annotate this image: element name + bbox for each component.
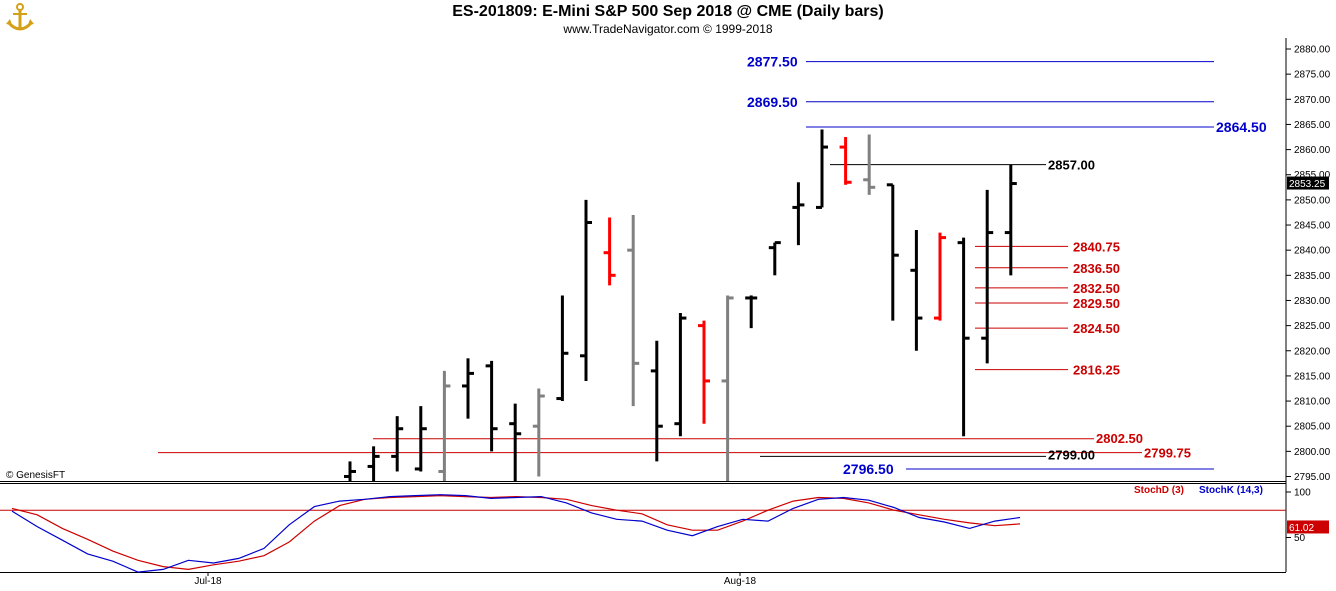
ohlc-bar xyxy=(981,189,994,364)
price-tick-label: 2860.00 xyxy=(1294,145,1331,156)
ohlc-bar xyxy=(721,295,734,481)
date-axis: Jul-18 Aug-18 xyxy=(194,572,757,587)
ohlc-bar xyxy=(462,358,474,419)
chart-title: ES-201809: E-Mini S&P 500 Sep 2018 @ CME… xyxy=(452,3,884,20)
ohlc-bar xyxy=(1004,164,1017,276)
ohlc-bar xyxy=(627,214,640,407)
level-label-2816.25: 2816.25 xyxy=(1073,363,1120,378)
stoch-last-value: 61.02 xyxy=(1289,523,1314,534)
ohlc-bar xyxy=(367,446,380,481)
price-tick-label: 2795.00 xyxy=(1294,472,1331,483)
ohlc-bar xyxy=(768,241,781,276)
price-tick-label: 2805.00 xyxy=(1294,422,1331,433)
chart-subtitle: www.TradeNavigator.com © 1999-2018 xyxy=(563,22,773,36)
price-tick-label: 2810.00 xyxy=(1294,397,1331,408)
level-label-2836.50: 2836.50 xyxy=(1073,261,1120,276)
ohlc-bar xyxy=(391,416,404,472)
stoch-tick-label: 50 xyxy=(1294,533,1306,544)
stoch-last-tag: 61.02 xyxy=(1287,520,1329,534)
ohlc-bar xyxy=(886,183,899,321)
level-label-2877.50: 2877.50 xyxy=(747,54,798,70)
stoch-d-legend: StochD (3) xyxy=(1134,485,1184,496)
price-levels: 2877.50 2869.50 2864.50 2857.00 2840.75 2836.… xyxy=(158,54,1267,477)
price-tick-label: 2865.00 xyxy=(1294,120,1331,131)
price-tick-label: 2835.00 xyxy=(1294,271,1331,282)
ohlc-bar xyxy=(816,129,828,209)
last-price-tag: 2853.25 xyxy=(1287,176,1329,190)
ohlc-bars xyxy=(344,129,1017,481)
price-tick-label: 2800.00 xyxy=(1294,447,1331,458)
ohlc-bar xyxy=(863,134,876,195)
level-label-2829.50: 2829.50 xyxy=(1073,296,1120,311)
stoch-k-line xyxy=(11,494,1021,573)
stoch-tick-label: 100 xyxy=(1294,488,1311,499)
ohlc-bar xyxy=(438,370,451,481)
ohlc-bar xyxy=(745,295,758,329)
stoch-d-line xyxy=(11,494,1021,571)
last-price-value: 2853.25 xyxy=(1289,179,1326,190)
ohlc-bar xyxy=(603,217,616,286)
price-tick-label: 2855.00 xyxy=(1294,170,1331,181)
ohlc-bar xyxy=(509,403,522,481)
level-label-2802.50: 2802.50 xyxy=(1096,431,1143,446)
price-tick-label: 2830.00 xyxy=(1294,296,1331,307)
ohlc-bar xyxy=(580,199,592,381)
ohlc-bar xyxy=(934,232,946,321)
ohlc-bar xyxy=(532,388,545,477)
price-tick-label: 2880.00 xyxy=(1294,45,1331,56)
watermark: © GenesisFT xyxy=(6,470,65,481)
date-tick-label: Jul-18 xyxy=(194,576,222,587)
ohlc-bar xyxy=(839,137,852,185)
level-label-2832.50: 2832.50 xyxy=(1073,281,1120,296)
ohlc-bar xyxy=(556,295,569,402)
price-tick-label: 2825.00 xyxy=(1294,321,1331,332)
ohlc-bar xyxy=(485,360,498,452)
stochastic-panel: 100 50 xyxy=(0,488,1311,573)
stoch-k-legend: StochK (14,3) xyxy=(1199,485,1263,496)
ohlc-bar xyxy=(674,313,687,437)
level-label-2824.50: 2824.50 xyxy=(1073,321,1120,336)
level-label-2864.50: 2864.50 xyxy=(1216,119,1267,135)
price-tick-label: 2815.00 xyxy=(1294,371,1331,382)
axis-corner xyxy=(1287,573,1336,591)
level-label-2869.50: 2869.50 xyxy=(747,94,798,110)
ohlc-bar xyxy=(344,461,356,481)
price-tick-label: 2850.00 xyxy=(1294,195,1331,206)
date-tick-label: Aug-18 xyxy=(724,576,757,587)
ohlc-bar xyxy=(910,230,923,351)
ohlc-bar xyxy=(698,320,710,424)
anchor-logo-icon xyxy=(4,2,36,34)
price-axis[interactable]: 2880.00 2875.00 2870.00 2865.00 2860.00 2855.… xyxy=(1286,45,1331,484)
price-tick-label: 2875.00 xyxy=(1294,70,1331,81)
price-tick-label: 2870.00 xyxy=(1294,95,1331,106)
level-label-2796.50: 2796.50 xyxy=(843,461,894,477)
level-label-2857.00: 2857.00 xyxy=(1048,158,1095,173)
price-tick-label: 2840.00 xyxy=(1294,246,1331,257)
ohlc-bar xyxy=(957,237,970,437)
ohlc-bar xyxy=(414,406,427,472)
price-tick-label: 2820.00 xyxy=(1294,346,1331,357)
level-label-2840.75: 2840.75 xyxy=(1073,239,1120,254)
ohlc-bar xyxy=(792,182,805,246)
level-label-2799.75: 2799.75 xyxy=(1144,446,1191,461)
price-tick-label: 2845.00 xyxy=(1294,221,1331,232)
ohlc-bar xyxy=(650,340,663,462)
chart-header: ES-201809: E-Mini S&P 500 Sep 2018 @ CME… xyxy=(0,0,1336,38)
level-label-2799.00: 2799.00 xyxy=(1048,447,1095,462)
